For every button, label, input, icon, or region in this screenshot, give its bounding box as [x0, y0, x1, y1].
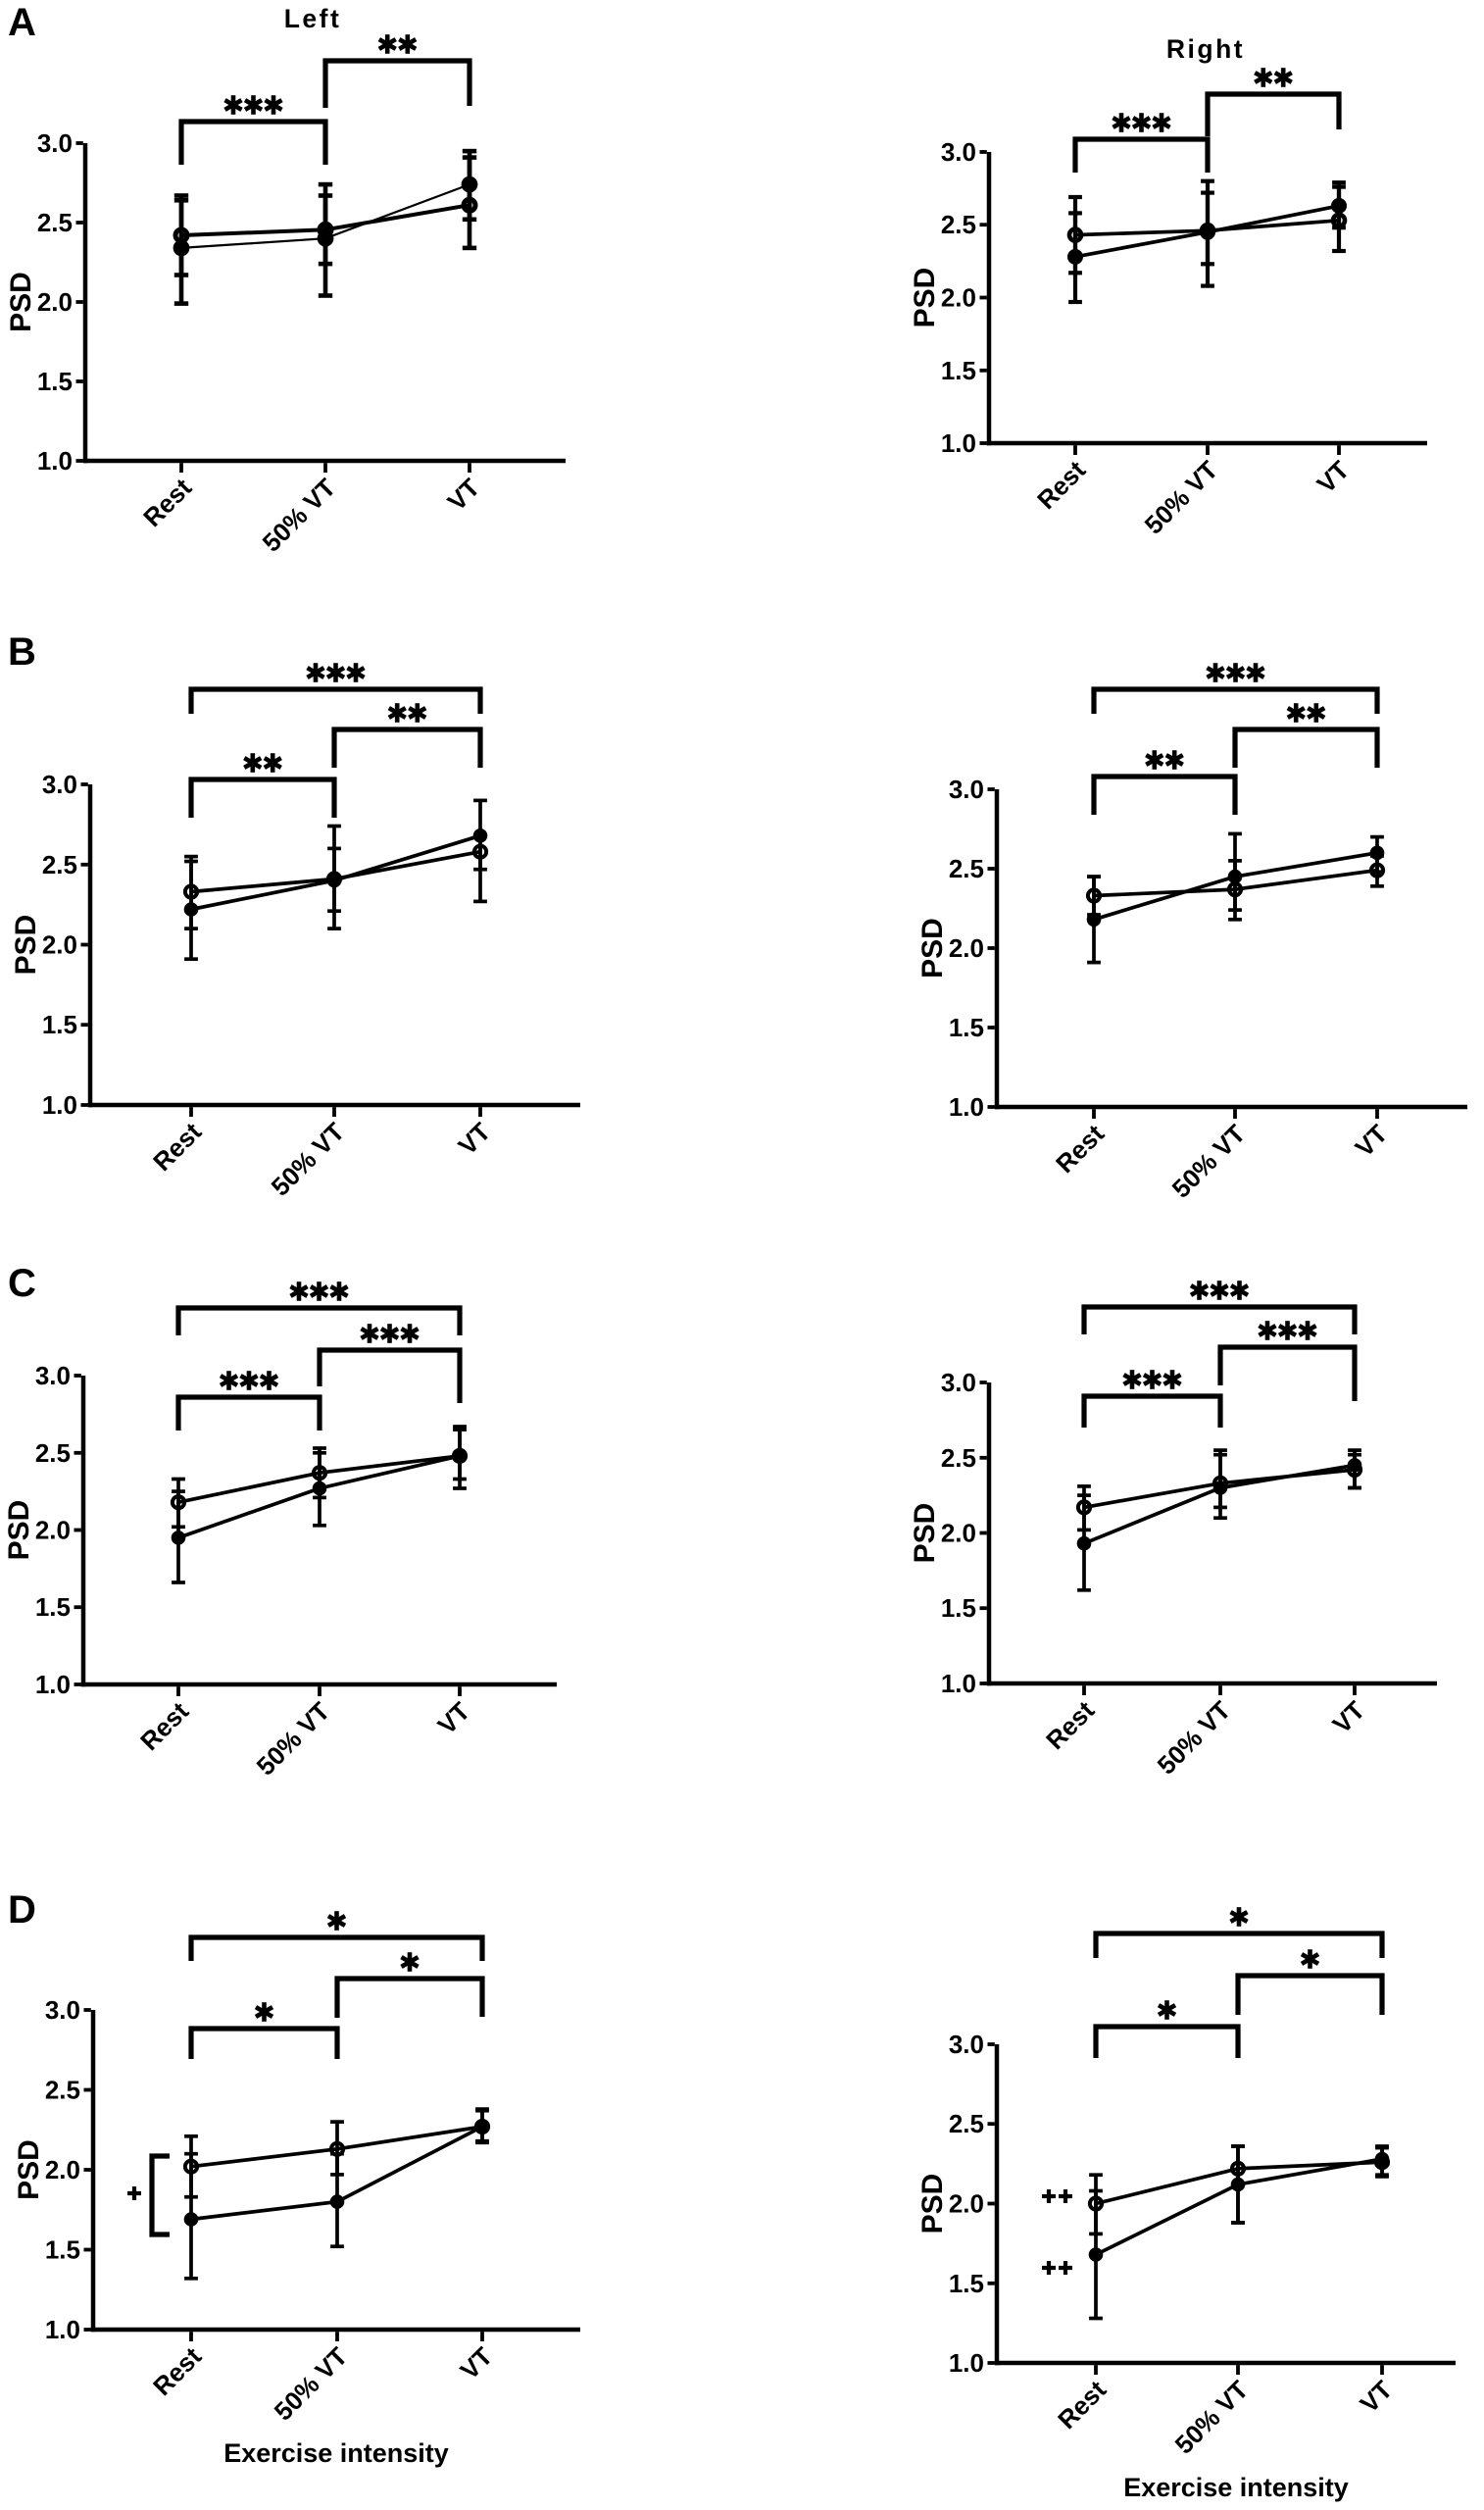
svg-text:PSD: PSD	[909, 1503, 941, 1564]
svg-text:1.0: 1.0	[941, 1669, 976, 1698]
svg-text:2.5: 2.5	[941, 210, 976, 239]
svg-text:1.0: 1.0	[941, 428, 976, 458]
svg-text:PSD: PSD	[916, 918, 949, 979]
svg-text:PSD: PSD	[10, 915, 42, 976]
svg-text:Exercise intensity: Exercise intensity	[223, 2438, 449, 2468]
svg-text:1.0: 1.0	[949, 2348, 984, 2378]
svg-text:C: C	[8, 1262, 36, 1305]
svg-text:1.0: 1.0	[35, 1670, 71, 1699]
svg-text:3.0: 3.0	[37, 128, 73, 158]
svg-text:2.5: 2.5	[949, 854, 984, 883]
svg-text:1.5: 1.5	[35, 1592, 71, 1622]
svg-text:PSD: PSD	[916, 2174, 949, 2234]
svg-text:D: D	[8, 1888, 36, 1932]
svg-text:1.5: 1.5	[941, 356, 976, 385]
svg-text:3.0: 3.0	[42, 770, 77, 799]
svg-text:1.5: 1.5	[949, 2269, 984, 2298]
svg-text:PSD: PSD	[909, 268, 941, 328]
svg-text:1.5: 1.5	[42, 1010, 77, 1039]
svg-text:1.0: 1.0	[45, 2315, 80, 2344]
svg-text:3.0: 3.0	[949, 775, 984, 804]
svg-text:1.0: 1.0	[949, 1092, 984, 1122]
svg-text:1.5: 1.5	[941, 1593, 976, 1623]
svg-text:B: B	[8, 630, 36, 674]
svg-text:Left: Left	[284, 4, 342, 33]
svg-text:Exercise intensity: Exercise intensity	[1123, 2473, 1349, 2502]
svg-text:1.5: 1.5	[45, 2235, 80, 2265]
svg-text:2.0: 2.0	[949, 933, 984, 963]
svg-text:2.0: 2.0	[42, 930, 77, 960]
svg-text:2.5: 2.5	[949, 2109, 984, 2138]
svg-text:1.5: 1.5	[949, 1013, 984, 1042]
svg-text:Right: Right	[1166, 34, 1245, 64]
svg-text:2.0: 2.0	[949, 2189, 984, 2219]
svg-text:3.0: 3.0	[949, 2030, 984, 2059]
svg-text:1.0: 1.0	[37, 446, 73, 476]
svg-text:2.5: 2.5	[37, 208, 73, 237]
svg-text:A: A	[8, 1, 36, 44]
svg-text:2.5: 2.5	[45, 2076, 80, 2105]
svg-text:2.5: 2.5	[35, 1438, 71, 1468]
svg-text:2.0: 2.0	[941, 1519, 976, 1548]
svg-text:3.0: 3.0	[45, 1995, 80, 2025]
svg-text:2.0: 2.0	[35, 1516, 71, 1545]
svg-text:2.0: 2.0	[37, 287, 73, 317]
svg-text:3.0: 3.0	[35, 1361, 71, 1390]
svg-text:PSD: PSD	[13, 2139, 45, 2200]
svg-text:3.0: 3.0	[941, 137, 976, 167]
svg-text:3.0: 3.0	[941, 1368, 976, 1397]
svg-text:PSD: PSD	[3, 1500, 35, 1561]
svg-text:2.0: 2.0	[45, 2155, 80, 2184]
svg-text:PSD: PSD	[5, 272, 37, 332]
svg-text:1.0: 1.0	[42, 1090, 77, 1120]
svg-text:1.5: 1.5	[37, 367, 73, 396]
svg-text:2.5: 2.5	[941, 1443, 976, 1473]
svg-text:2.5: 2.5	[42, 850, 77, 879]
svg-text:2.0: 2.0	[941, 283, 976, 313]
